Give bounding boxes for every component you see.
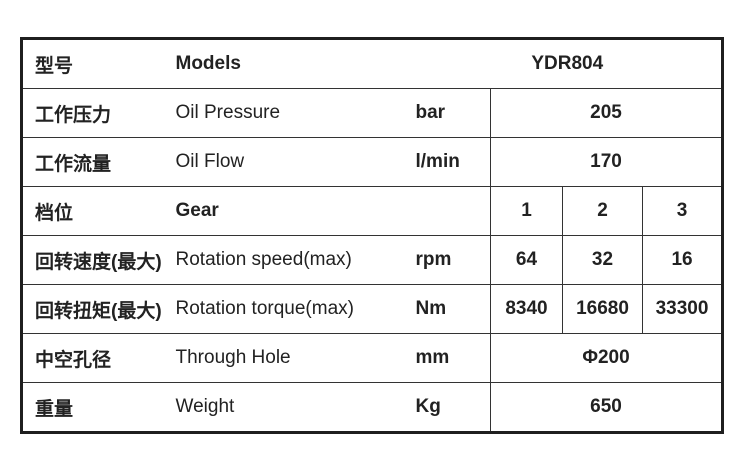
label-cn-model: 型号: [21, 38, 174, 89]
value-gear-3: 3: [641, 186, 723, 236]
value-oil-pressure: 205: [489, 88, 723, 138]
label-cn-oil-pressure: 工作压力: [21, 88, 174, 138]
label-en-rotation-speed: Rotation speed(max): [173, 235, 414, 285]
unit-oil-flow: l/min: [413, 137, 491, 187]
spec-table: 型号 Models YDR804 工作压力 Oil Pressure bar 2…: [20, 37, 725, 434]
label-en-gear: Gear: [173, 186, 414, 236]
label-en-weight: Weight: [175, 396, 235, 417]
unit-gear: [413, 186, 491, 236]
label-en-rotation-torque: Rotation torque(max): [173, 284, 414, 334]
value-gear-1: 1: [490, 186, 563, 236]
label-en-oil-pressure: Oil Pressure: [173, 88, 414, 138]
value-rotation-speed-3: 16: [641, 235, 723, 285]
value-rotation-torque-1: 8340: [490, 284, 563, 334]
row-oil-flow: 工作流量 Oil Flow l/min 170: [21, 137, 723, 187]
value-oil-flow: 170: [489, 137, 723, 187]
label-cn-oil-flow: 工作流量: [21, 137, 174, 187]
label-cn-weight: 重量: [35, 398, 74, 420]
row-oil-pressure: 工作压力 Oil Pressure bar 205: [21, 88, 723, 138]
label-cn-rotation-speed: 回转速度(最大): [21, 235, 174, 285]
value-rotation-torque-3: 33300: [641, 284, 723, 334]
row-model: 型号 Models YDR804: [21, 38, 723, 89]
unit-rotation-speed: rpm: [413, 235, 491, 285]
value-rotation-torque-2: 16680: [562, 284, 643, 334]
value-gear-2: 2: [562, 186, 643, 236]
label-cn-rotation-torque: 回转扭矩(最大): [21, 284, 174, 334]
row-gear: 档位 Gear 1 2 3: [21, 186, 723, 236]
unit-rotation-torque: Nm: [413, 284, 491, 334]
value-model: YDR804: [413, 38, 723, 89]
label-cn-through-hole: 中空孔径: [21, 333, 174, 383]
unit-weight: Kg: [415, 396, 441, 417]
value-rotation-speed-1: 64: [490, 235, 563, 285]
label-cn-gear: 档位: [21, 186, 174, 236]
value-rotation-speed-2: 32: [562, 235, 643, 285]
value-weight: 650: [489, 382, 723, 433]
row-rotation-torque: 回转扭矩(最大) Rotation torque(max) Nm 8340 16…: [21, 284, 723, 334]
row-rotation-speed: 回转速度(最大) Rotation speed(max) rpm 64 32 1…: [21, 235, 723, 285]
label-en-through-hole: Through Hole: [173, 333, 414, 383]
label-en-oil-flow: Oil Flow: [173, 137, 414, 187]
row-weight: 重量 Weight Kg 650: [22, 382, 723, 433]
unit-through-hole: mm: [413, 333, 491, 383]
label-en-model: Models: [173, 38, 414, 89]
value-through-hole: Φ200: [489, 333, 723, 383]
unit-oil-pressure: bar: [413, 88, 491, 138]
row-through-hole: 中空孔径 Through Hole mm Φ200: [21, 333, 723, 383]
